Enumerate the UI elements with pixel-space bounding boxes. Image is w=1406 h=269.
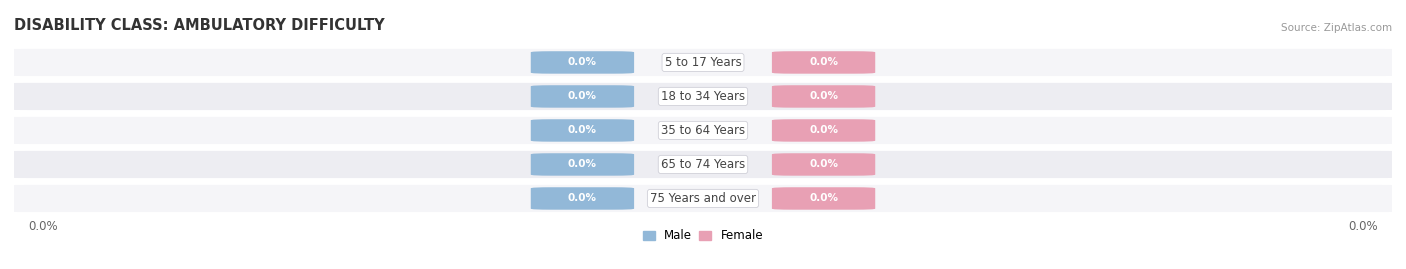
- Text: 0.0%: 0.0%: [1348, 220, 1378, 233]
- Text: 0.0%: 0.0%: [808, 58, 838, 68]
- Text: DISABILITY CLASS: AMBULATORY DIFFICULTY: DISABILITY CLASS: AMBULATORY DIFFICULTY: [14, 18, 385, 33]
- FancyBboxPatch shape: [772, 153, 875, 176]
- Text: 65 to 74 Years: 65 to 74 Years: [661, 158, 745, 171]
- Text: 0.0%: 0.0%: [808, 91, 838, 101]
- Text: 18 to 34 Years: 18 to 34 Years: [661, 90, 745, 103]
- Text: 75 Years and over: 75 Years and over: [650, 192, 756, 205]
- FancyBboxPatch shape: [531, 85, 634, 108]
- FancyBboxPatch shape: [772, 51, 875, 74]
- FancyBboxPatch shape: [772, 119, 875, 142]
- FancyBboxPatch shape: [0, 151, 1406, 178]
- Text: 0.0%: 0.0%: [568, 125, 598, 136]
- Text: 0.0%: 0.0%: [808, 160, 838, 169]
- FancyBboxPatch shape: [531, 119, 634, 142]
- FancyBboxPatch shape: [531, 187, 634, 210]
- FancyBboxPatch shape: [0, 83, 1406, 110]
- Legend: Male, Female: Male, Female: [638, 225, 768, 247]
- Text: 0.0%: 0.0%: [568, 58, 598, 68]
- Text: 0.0%: 0.0%: [568, 193, 598, 203]
- FancyBboxPatch shape: [772, 187, 875, 210]
- Text: 0.0%: 0.0%: [808, 193, 838, 203]
- Text: 35 to 64 Years: 35 to 64 Years: [661, 124, 745, 137]
- Text: 0.0%: 0.0%: [28, 220, 58, 233]
- FancyBboxPatch shape: [531, 153, 634, 176]
- Text: 0.0%: 0.0%: [568, 91, 598, 101]
- FancyBboxPatch shape: [0, 117, 1406, 144]
- FancyBboxPatch shape: [772, 85, 875, 108]
- Text: 5 to 17 Years: 5 to 17 Years: [665, 56, 741, 69]
- FancyBboxPatch shape: [0, 49, 1406, 76]
- Text: Source: ZipAtlas.com: Source: ZipAtlas.com: [1281, 23, 1392, 33]
- Text: 0.0%: 0.0%: [808, 125, 838, 136]
- FancyBboxPatch shape: [531, 51, 634, 74]
- FancyBboxPatch shape: [0, 185, 1406, 212]
- Text: 0.0%: 0.0%: [568, 160, 598, 169]
